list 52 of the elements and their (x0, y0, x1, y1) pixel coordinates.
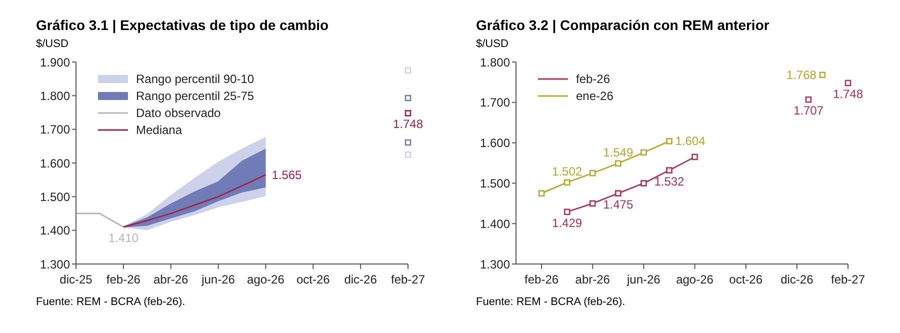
data-label: 1.410 (108, 230, 139, 245)
x-tick-label: dic-26 (344, 272, 378, 287)
y-tick-label: 1.900 (40, 55, 70, 70)
y-tick-label: 1.700 (40, 122, 70, 137)
data-label: 1.502 (552, 164, 582, 178)
x-tick-label: jun-26 (200, 272, 236, 287)
x-tick-label: abr-26 (154, 272, 189, 287)
y-tick-label: 1.700 (480, 96, 510, 110)
data-label: 1.748 (832, 87, 864, 102)
y-tick-label: 1.300 (40, 257, 70, 272)
legend-label: feb-26 (576, 72, 610, 86)
x-tick-label: ago-26 (676, 272, 714, 287)
y-tick-label: 1.400 (40, 224, 70, 238)
x-tick-label: ago-26 (247, 272, 285, 287)
data-label: 1.532 (654, 174, 685, 188)
y-axis-title: $/USD (475, 38, 510, 52)
y-tick-label: 1.600 (480, 136, 510, 150)
y-tick-label: 1.800 (40, 88, 70, 103)
data-label: 1.604 (675, 134, 706, 148)
data-label: 1.707 (793, 104, 824, 118)
y-tick-label: 1.300 (480, 257, 510, 272)
legend-label: Rango percentil 25-75 (136, 88, 254, 102)
y-tick-label: 1.400 (480, 216, 510, 231)
y-tick-label: 1.600 (40, 156, 70, 170)
y-axis-title: $/USD (35, 38, 70, 52)
data-label: 1.429 (552, 216, 582, 230)
data-label: 1.768 (786, 68, 817, 82)
data-label: 1.475 (603, 197, 634, 212)
y-tick-label: 1.500 (40, 190, 70, 204)
y-tick-label: 1.800 (480, 55, 510, 70)
y-tick-label: 1.500 (480, 176, 510, 190)
x-tick-label: feb-26 (106, 272, 141, 287)
data-label: 1.549 (603, 145, 634, 160)
x-tick-label: oct-26 (296, 272, 330, 287)
source-note: Fuente: REM - BCRA (feb-26). (475, 296, 626, 308)
source-note: Fuente: REM - BCRA (feb-26). (35, 296, 186, 308)
x-tick-label: dic-26 (780, 272, 814, 287)
legend-label: Mediana (136, 122, 182, 136)
x-tick-label: feb-26 (524, 272, 559, 287)
x-tick-label: abr-26 (575, 272, 610, 287)
data-label: 1.565 (272, 168, 302, 182)
x-tick-label: jun-26 (626, 272, 661, 287)
x-tick-label: dic-25 (60, 272, 93, 287)
x-tick-label: feb-27 (390, 272, 426, 287)
chart-title: Gráfico 3.1 | Expectativas de tipo de cambio (35, 16, 330, 36)
x-tick-label: oct-26 (729, 272, 763, 287)
legend-label: ene-26 (576, 88, 614, 102)
legend-label: Dato observado (136, 106, 221, 120)
data-label: 1.748 (392, 117, 424, 132)
legend-label: Rango percentil 90-10 (136, 72, 254, 86)
chart-title: Gráfico 3.2 | Comparación con REM anterior (475, 16, 770, 36)
x-tick-label: feb-27 (830, 272, 866, 287)
